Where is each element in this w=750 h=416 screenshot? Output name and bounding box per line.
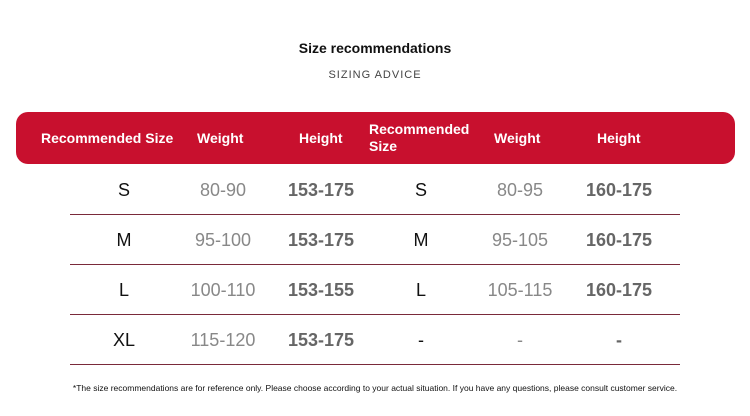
header-weight-2: Weight xyxy=(494,129,541,146)
header-height-2: Height xyxy=(597,129,641,146)
cell-height: 153-175 xyxy=(287,179,355,200)
page-title: Size recommendations xyxy=(298,40,452,56)
row-divider xyxy=(70,314,680,315)
row-divider xyxy=(70,214,680,215)
cell-size: S xyxy=(117,179,130,200)
cell-height-2: 160-175 xyxy=(585,179,653,200)
table-row: XL 115-120 153-175 - - - xyxy=(0,315,750,365)
cell-size: M xyxy=(116,229,132,250)
header-height: Height xyxy=(299,129,343,146)
cell-weight: 80-90 xyxy=(199,179,247,200)
cell-height-2: - xyxy=(616,329,622,350)
table-row: L 100-110 153-155 L 105-115 160-175 xyxy=(0,265,750,315)
page-subtitle: SIZING ADVICE xyxy=(328,69,422,81)
table-row: S 80-90 153-175 S 80-95 160-175 xyxy=(0,165,750,215)
row-divider xyxy=(70,364,680,365)
cell-height: 153-175 xyxy=(287,329,355,350)
header-recommended-size: Recommended Size xyxy=(41,129,174,146)
cell-weight-2: 80-95 xyxy=(496,179,544,200)
cell-size: XL xyxy=(112,329,136,350)
cell-height-2: 160-175 xyxy=(585,229,653,250)
header-weight: Weight xyxy=(197,129,244,146)
cell-height: 153-155 xyxy=(287,279,355,300)
cell-height-2: 160-175 xyxy=(585,279,653,300)
cell-weight-2: 105-115 xyxy=(487,279,553,300)
cell-size: L xyxy=(118,279,129,300)
cell-size-2: - xyxy=(418,329,424,350)
table-row: M 95-100 153-175 M 95-105 160-175 xyxy=(0,215,750,265)
cell-weight-2: 95-105 xyxy=(491,229,549,250)
cell-weight: 115-120 xyxy=(190,329,256,350)
cell-size-2: L xyxy=(415,279,426,300)
row-divider xyxy=(70,264,680,265)
cell-size-2: S xyxy=(414,179,427,200)
cell-weight: 100-110 xyxy=(190,279,256,300)
header-recommended-size-2: Recommended Size xyxy=(369,121,470,154)
table-header: Recommended Size Weight Height Recommend… xyxy=(16,112,735,164)
cell-size-2: M xyxy=(413,229,429,250)
cell-weight-2: - xyxy=(517,329,523,350)
cell-weight: 95-100 xyxy=(194,229,252,250)
disclaimer-note: *The size recommendations are for refere… xyxy=(72,383,678,393)
cell-height: 153-175 xyxy=(287,229,355,250)
